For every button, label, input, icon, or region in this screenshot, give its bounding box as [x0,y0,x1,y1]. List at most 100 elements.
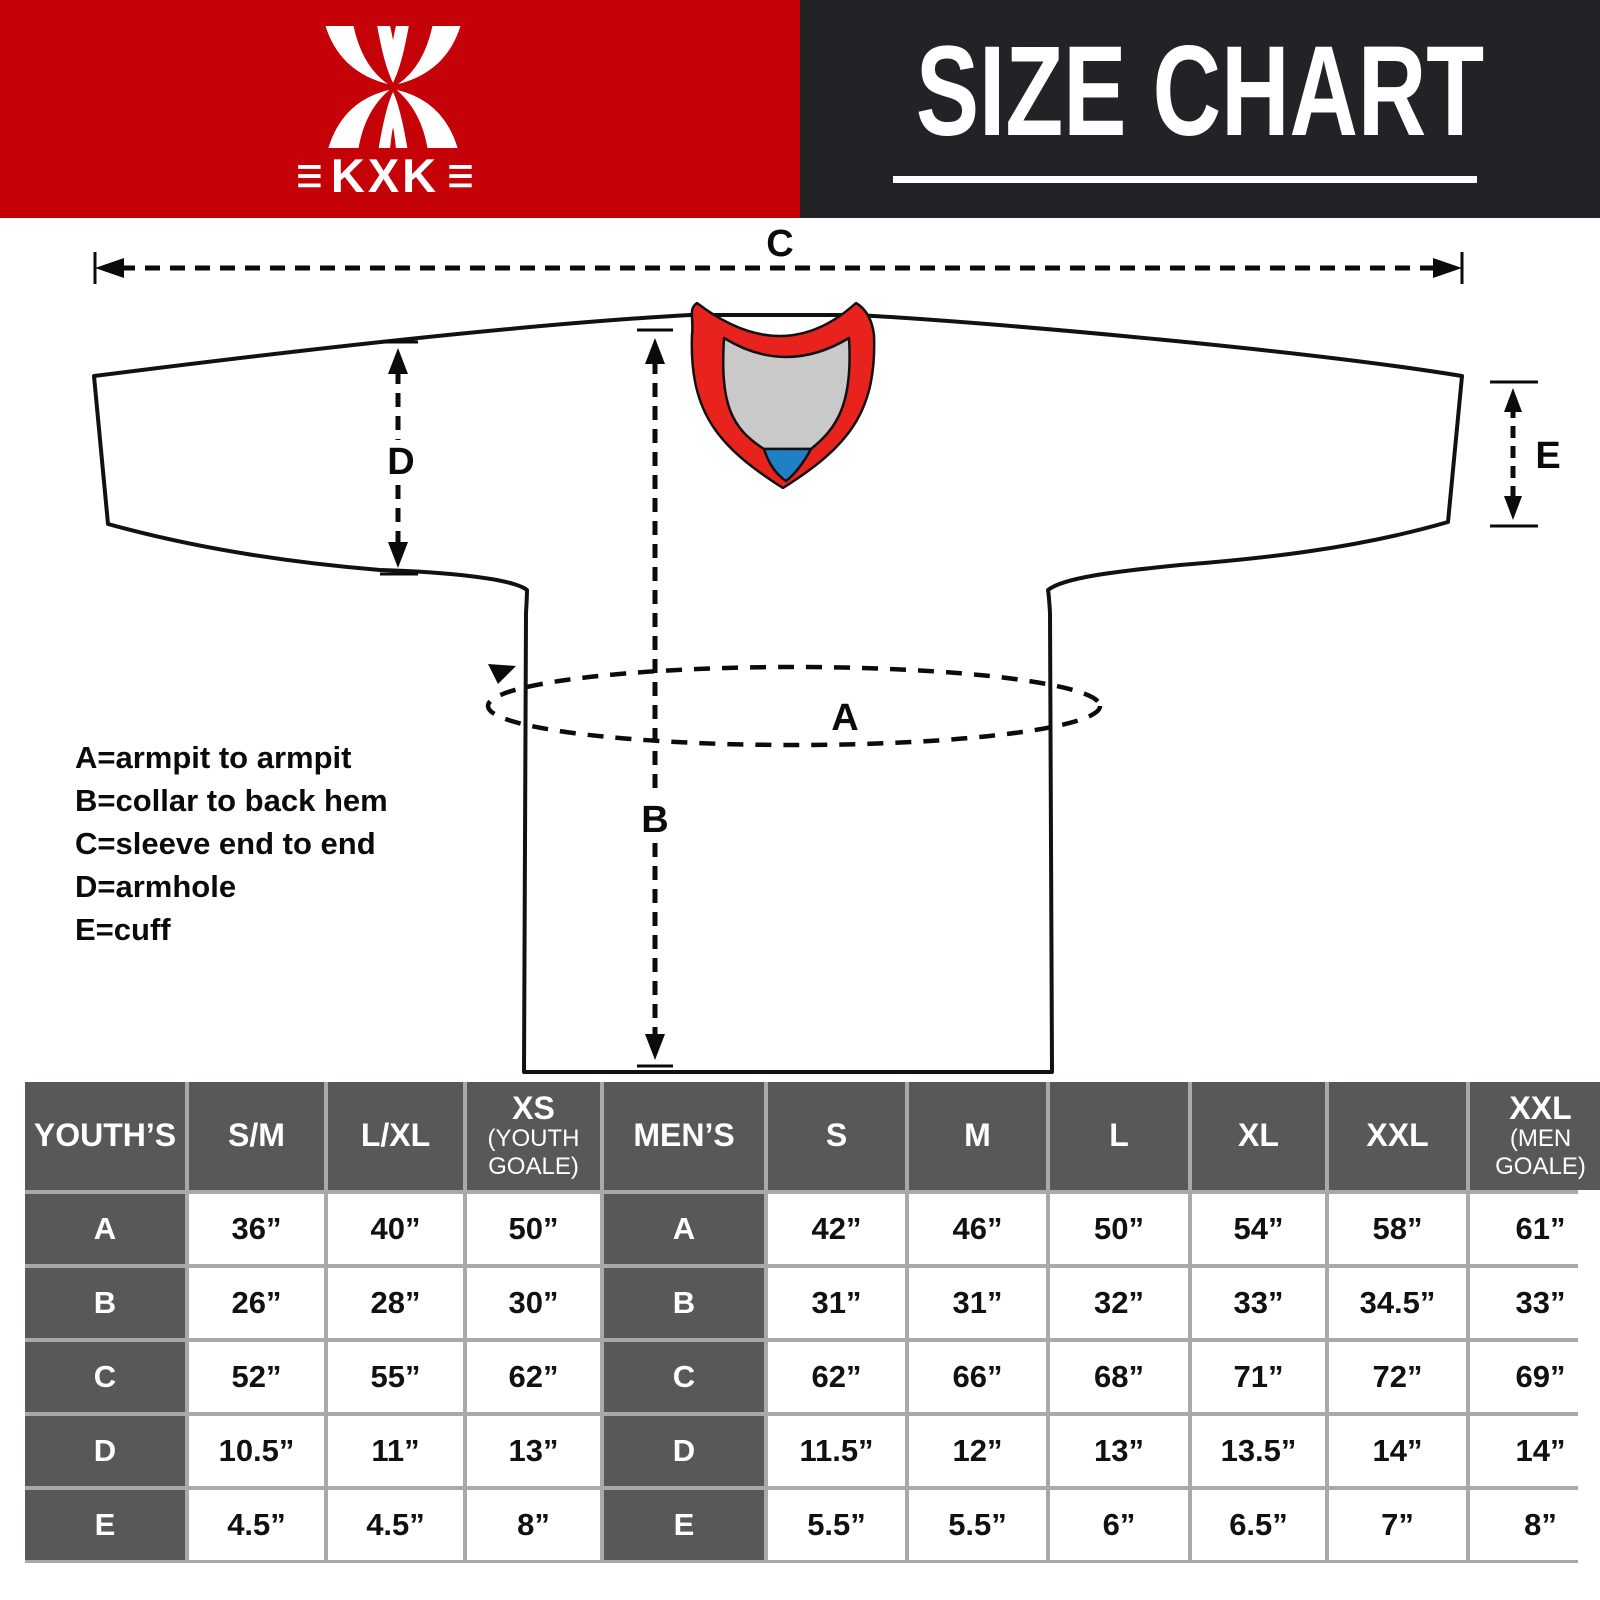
youth-size-value-cell: 4.5” [328,1490,463,1560]
table-size-header-cell: XS (YOUTH GOALE) [467,1082,600,1190]
men-size-value-cell: 11.5” [768,1416,905,1486]
youth-size-value-cell: 40” [328,1194,463,1264]
legend-line-c: C=sleeve end to end [75,826,376,861]
measure-c-arrow [93,252,1464,284]
table-size-header-cell: XXL (MEN GOALE) [1470,1082,1600,1190]
men-size-value-cell: 32” [1050,1268,1188,1338]
table-size-header-cell: M [909,1082,1046,1190]
header-label: S [825,1117,848,1154]
row-label-cell: D [25,1416,185,1486]
youth-size-value-cell: 11” [328,1416,463,1486]
header-label: XXL [1509,1089,1572,1126]
men-size-value-cell: 42” [768,1194,905,1264]
label-d: D [387,441,414,483]
measurement-legend: A=armpit to armpit B=collar to back hem … [75,736,388,951]
header-sublabel: (MEN [1509,1125,1572,1153]
men-size-value-cell: 66” [909,1342,1046,1412]
men-size-value-cell: 58” [1329,1194,1466,1264]
men-size-value-cell: 61” [1470,1194,1600,1264]
jersey-outline [92,313,1464,1074]
men-size-value-cell: 13.5” [1192,1416,1325,1486]
men-size-value-cell: 5.5” [909,1490,1046,1560]
men-size-value-cell: 14” [1470,1416,1600,1486]
men-size-value-cell: 71” [1192,1342,1325,1412]
header-label: L/XL [360,1117,431,1154]
table-group-header-cell: MEN’S [604,1082,764,1190]
header-sublabel: (YOUTH [487,1125,580,1153]
legend-line-b: B=collar to back hem [75,783,388,818]
a-ellipse-arrowhead [488,664,516,684]
row-label-cell: C [25,1342,185,1412]
men-size-value-cell: 46” [909,1194,1046,1264]
table-size-header-cell: L [1050,1082,1188,1190]
header-sublabel: GOALE) [1495,1152,1586,1180]
row-label-cell: E [25,1490,185,1560]
men-size-value-cell: 72” [1329,1342,1466,1412]
men-size-value-cell: 68” [1050,1342,1188,1412]
row-label-cell: B [25,1268,185,1338]
label-b-bg [637,796,673,840]
youth-size-value-cell: 52” [189,1342,324,1412]
header-label: XS [512,1089,555,1126]
kxk-logo-icon [325,26,461,148]
legend-line-d: D=armhole [75,869,237,904]
page-header: ≡ KXK ≡ SIZE CHART [0,0,1600,218]
table-size-header-cell: S/M [189,1082,324,1190]
label-b: B [641,799,668,841]
collar [690,301,876,490]
youth-size-value-cell: 30” [467,1268,600,1338]
measure-b-arrow [637,328,673,1068]
header-label: XXL [1366,1117,1429,1154]
logo-right-bars-icon: ≡ [447,145,474,205]
youth-size-value-cell: 55” [328,1342,463,1412]
jersey-measurement-diagram: C D B [92,223,1561,1074]
header-label: L [1109,1117,1129,1154]
table-group-header-cell: YOUTH’S [25,1082,185,1190]
logo-text: KXK [330,148,440,202]
men-size-value-cell: 69” [1470,1342,1600,1412]
page-title: SIZE CHART [915,20,1485,163]
men-size-value-cell: 12” [909,1416,1046,1486]
label-e: E [1535,435,1560,477]
measure-e-arrow [1490,380,1538,528]
legend-line-a: A=armpit to armpit [75,740,352,775]
row-label-cell: A [25,1194,185,1264]
men-size-value-cell: 13” [1050,1416,1188,1486]
header-sublabel: GOALE) [488,1152,579,1180]
measure-a-ellipse [485,664,1103,748]
header-label: YOUTH’S [33,1117,177,1154]
youth-size-value-cell: 10.5” [189,1416,324,1486]
men-size-value-cell: 50” [1050,1194,1188,1264]
label-d-bg [383,440,419,480]
youth-size-value-cell: 13” [467,1416,600,1486]
row-label-cell: B [604,1268,764,1338]
title-area: SIZE CHART [800,0,1600,218]
table-size-header-cell: L/XL [328,1082,463,1190]
label-a-bg [824,696,866,736]
row-label-cell: C [604,1342,764,1412]
youth-size-value-cell: 4.5” [189,1490,324,1560]
legend-line-e: E=cuff [75,912,171,947]
men-size-value-cell: 62” [768,1342,905,1412]
men-size-value-cell: 14” [1329,1416,1466,1486]
men-size-value-cell: 31” [768,1268,905,1338]
youth-size-value-cell: 36” [189,1194,324,1264]
row-label-cell: D [604,1416,764,1486]
youth-size-value-cell: 8” [467,1490,600,1560]
youth-size-value-cell: 28” [328,1268,463,1338]
header-label: S/M [228,1117,285,1154]
table-size-header-cell: XXL [1329,1082,1466,1190]
label-a: A [831,697,858,739]
table-size-header-cell: XL [1192,1082,1325,1190]
header-label: MEN’S [633,1117,735,1154]
logo-wordmark: ≡ KXK ≡ [270,148,500,202]
row-label-cell: E [604,1490,764,1560]
men-size-value-cell: 7” [1329,1490,1466,1560]
men-size-value-cell: 33” [1470,1268,1600,1338]
collar-inner-gray [722,336,851,451]
youth-size-value-cell: 26” [189,1268,324,1338]
men-size-value-cell: 34.5” [1329,1268,1466,1338]
table-size-header-cell: S [768,1082,905,1190]
men-size-value-cell: 8” [1470,1490,1600,1560]
youth-size-value-cell: 62” [467,1342,600,1412]
